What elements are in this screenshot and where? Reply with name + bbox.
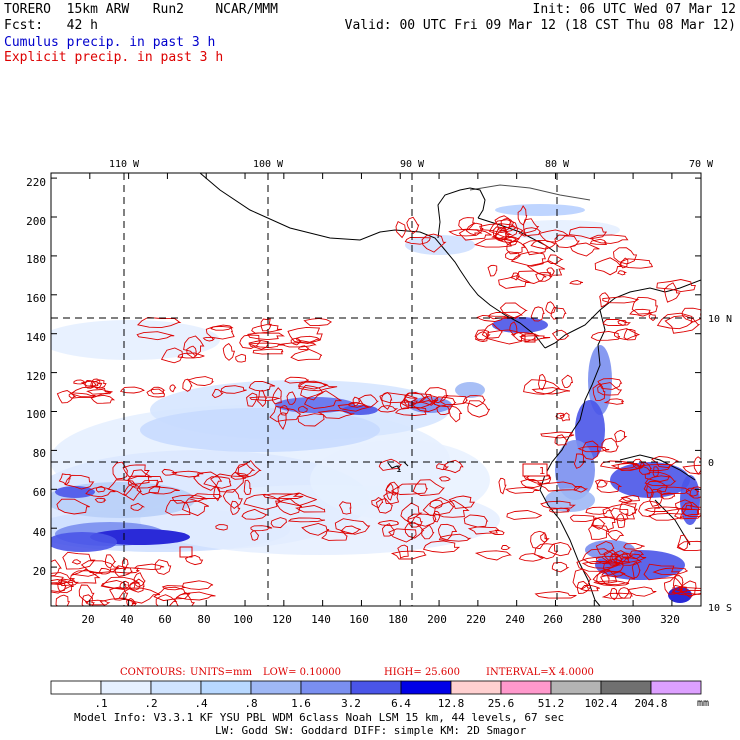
lat-label: 10 N xyxy=(708,314,732,325)
x-tick-label: 180 xyxy=(388,613,408,626)
colorbar-label: .1 xyxy=(94,697,107,710)
lat-label: 0 xyxy=(708,458,714,469)
x-tick-label: 300 xyxy=(621,613,641,626)
header-init-time: Init: 06 UTC Wed 07 Mar 12 xyxy=(532,2,737,17)
lat-label: 10 S xyxy=(708,603,732,614)
station-label: 1 xyxy=(396,465,402,475)
contour-info: CONTOURS: UNITS=mm LOW= 0.10000 HIGH= 25… xyxy=(120,667,594,678)
colorbar-swatch xyxy=(650,680,702,695)
colorbar-label: 102.4 xyxy=(584,697,617,710)
colorbar-swatch xyxy=(300,680,352,695)
x-tick-label: 40 xyxy=(120,613,133,626)
x-tick-label: 100 xyxy=(233,613,253,626)
colorbar-swatch xyxy=(350,680,402,695)
x-tick-label: 160 xyxy=(349,613,369,626)
y-tick-label: 80 xyxy=(33,447,46,460)
x-tick-label: 220 xyxy=(466,613,486,626)
colorbar-labels: .1 .2 .4 .8 1.6 3.2 6.4 12.8 25.6 51.2 102.4 204.8 xyxy=(94,697,667,710)
colorbar-label: 6.4 xyxy=(391,697,411,710)
colorbar-swatch xyxy=(550,680,602,695)
x-tick-label: 120 xyxy=(272,613,292,626)
colorbar-swatch xyxy=(250,680,302,695)
y-tick-label: 120 xyxy=(26,370,46,383)
cumulus-precip-shading xyxy=(51,204,700,603)
colorbar-swatch xyxy=(100,680,152,695)
colorbar-label: 204.8 xyxy=(634,697,667,710)
header-valid-time: Valid: 00 UTC Fri 09 Mar 12 (18 CST Thu … xyxy=(344,18,736,33)
lon-label: 90 W xyxy=(400,159,425,170)
contour-info-interval: INTERVAL=X 4.0000 xyxy=(486,667,594,678)
x-tick-label: 140 xyxy=(311,613,331,626)
station-label: 1 xyxy=(539,466,545,477)
colorbar-swatch xyxy=(150,680,202,695)
contour-info-high: HIGH= 25.600 xyxy=(384,667,460,678)
colorbar-swatch xyxy=(450,680,502,695)
axis-ticks xyxy=(50,173,701,607)
explicit-precip-contours xyxy=(51,205,701,606)
y-tick-label: 140 xyxy=(26,331,46,344)
colorbar-label: 12.8 xyxy=(438,697,465,710)
contour-info-units: UNITS=mm xyxy=(190,667,253,678)
colorbar-swatch xyxy=(50,680,102,695)
colorbar-swatch xyxy=(600,680,652,695)
contour-info-low: LOW= 0.10000 xyxy=(263,667,341,678)
colorbar-swatch xyxy=(400,680,452,695)
lon-label: 80 W xyxy=(545,159,570,170)
colorbar-swatch xyxy=(200,680,252,695)
cumulus-legend-label: Cumulus precip. in past 3 h xyxy=(4,35,216,50)
y-tick-label: 100 xyxy=(26,408,46,421)
map-frame xyxy=(50,172,702,607)
y-tick-label: 60 xyxy=(33,486,46,499)
lon-label: 100 W xyxy=(253,159,284,170)
y-tick-label: 180 xyxy=(26,253,46,266)
explicit-legend-label: Explicit precip. in past 3 h xyxy=(4,50,224,65)
lon-label: 70 W xyxy=(689,159,714,170)
x-tick-label: 320 xyxy=(660,613,680,626)
y-tick-label: 20 xyxy=(33,565,46,578)
x-tick-label: 240 xyxy=(505,613,525,626)
colorbar-units: mm xyxy=(697,698,709,709)
y-tick-label: 220 xyxy=(26,176,46,189)
colorbar-label: .2 xyxy=(144,697,157,710)
model-info-line1: Model Info: V3.3.1 KF YSU PBL WDM 6class… xyxy=(74,711,564,724)
x-tick-label: 60 xyxy=(158,613,171,626)
header-title: TORERO 15km ARW Run2 NCAR/MMM xyxy=(4,2,278,17)
map-content xyxy=(51,173,701,606)
lon-label: 110 W xyxy=(109,159,140,170)
station-marker xyxy=(524,333,536,343)
colorbar-label: 3.2 xyxy=(341,697,361,710)
station-box xyxy=(522,463,548,477)
colorbar xyxy=(50,680,702,695)
y-tick-label: 40 xyxy=(33,526,46,539)
x-tick-label: 20 xyxy=(81,613,94,626)
x-tick-label: 200 xyxy=(427,613,447,626)
model-info-line2: LW: Godd SW: Goddard DIFF: simple KM: 2D… xyxy=(215,724,527,737)
colorbar-label: 25.6 xyxy=(488,697,515,710)
station-marker xyxy=(179,546,193,558)
y-tick-label: 160 xyxy=(26,292,46,305)
colorbar-label: 1.6 xyxy=(291,697,311,710)
colorbar-label: .8 xyxy=(244,697,257,710)
graticule xyxy=(51,173,701,606)
colorbar-swatch xyxy=(500,680,552,695)
header-forecast-hour: Fcst: 42 h xyxy=(4,18,98,33)
x-tick-label: 280 xyxy=(582,613,602,626)
contour-info-title: CONTOURS: xyxy=(120,667,186,678)
x-tick-label: 260 xyxy=(543,613,563,626)
x-tick-label: 80 xyxy=(197,613,210,626)
colorbar-label: 51.2 xyxy=(538,697,565,710)
colorbar-label: .4 xyxy=(194,697,208,710)
y-tick-label: 200 xyxy=(26,215,46,228)
